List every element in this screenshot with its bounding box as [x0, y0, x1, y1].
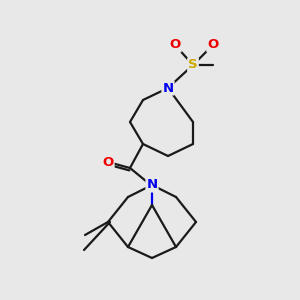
Text: S: S: [188, 58, 198, 71]
Text: O: O: [169, 38, 181, 52]
Text: O: O: [207, 38, 219, 52]
Text: N: N: [162, 82, 174, 94]
Text: N: N: [146, 178, 158, 191]
Text: O: O: [102, 155, 114, 169]
